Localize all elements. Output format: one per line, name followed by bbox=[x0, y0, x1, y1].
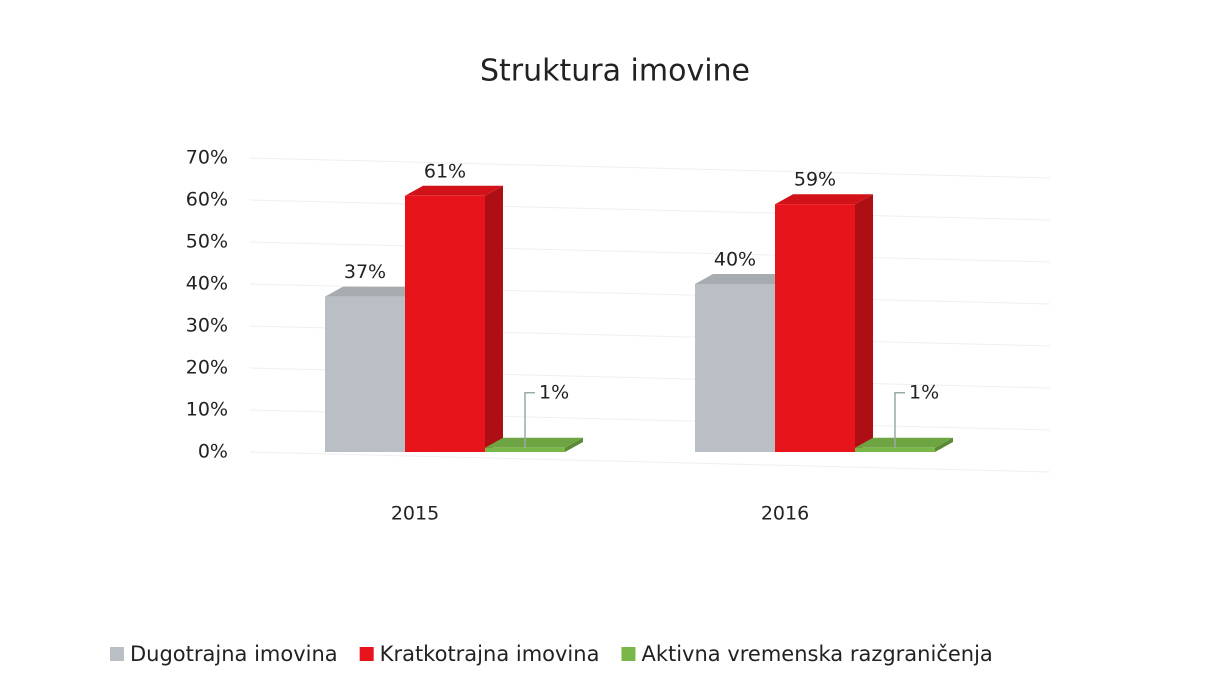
legend-label: Dugotrajna imovina bbox=[130, 642, 338, 666]
y-tick-label: 40% bbox=[186, 273, 228, 295]
x-tick-label: 2016 bbox=[761, 503, 809, 525]
y-tick-label: 70% bbox=[186, 147, 228, 169]
leader-line bbox=[524, 392, 535, 448]
y-tick-label: 30% bbox=[186, 315, 228, 337]
bar bbox=[325, 286, 423, 452]
data-label: 1% bbox=[909, 381, 939, 403]
legend-swatch bbox=[110, 647, 124, 661]
legend-swatch bbox=[621, 647, 636, 661]
bar bbox=[485, 437, 583, 452]
y-tick-label: 50% bbox=[186, 231, 228, 253]
legend-label: Aktivna vremenska razgraničenja bbox=[641, 642, 992, 666]
grid-line bbox=[249, 157, 1051, 179]
legend-label: Kratkotrajna imovina bbox=[380, 642, 600, 666]
y-tick-label: 0% bbox=[198, 441, 228, 463]
data-label: 1% bbox=[539, 381, 569, 403]
data-label: 59% bbox=[794, 169, 836, 191]
bar bbox=[775, 194, 873, 452]
data-label: 40% bbox=[714, 249, 756, 271]
grid-line bbox=[249, 451, 1051, 473]
data-label: 37% bbox=[344, 261, 386, 283]
bar bbox=[855, 437, 953, 452]
y-tick-label: 10% bbox=[186, 399, 228, 421]
chart-title: Struktura imovine bbox=[480, 54, 750, 89]
bar bbox=[405, 185, 503, 453]
y-tick-label: 20% bbox=[186, 357, 228, 379]
grid-line bbox=[249, 241, 1051, 263]
grid-line bbox=[249, 199, 1051, 221]
y-tick-label: 60% bbox=[186, 189, 228, 211]
data-label: 61% bbox=[424, 160, 466, 182]
leader-line bbox=[894, 392, 905, 448]
legend-swatch bbox=[359, 647, 374, 661]
x-tick-label: 2015 bbox=[391, 503, 439, 525]
